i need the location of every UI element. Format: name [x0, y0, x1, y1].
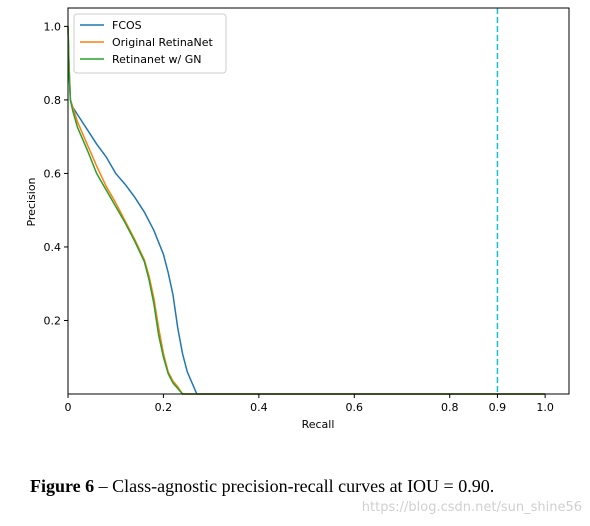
x-tick-label: 0.8	[441, 401, 459, 414]
figure-caption: Figure 6 – Class-agnostic precision-reca…	[30, 476, 564, 497]
watermark-url: https://blog.csdn.net/sun_shine56	[361, 500, 582, 515]
series-line-0	[67, 26, 546, 395]
y-tick-label: 1.0	[44, 20, 62, 33]
legend-label: Original RetinaNet	[112, 36, 214, 49]
plot-area	[67, 8, 546, 395]
x-tick-label: 0	[65, 401, 72, 414]
axes-frame	[67, 7, 570, 395]
figure-label: Figure 6	[30, 476, 95, 496]
x-axis-label: Recall	[302, 418, 335, 431]
precision-recall-chart: 0 0.2 0.4 0.6 0.8 0.9 1.0 0.2 0.4 0.6 0.8 1.0 Reca…	[25, 7, 570, 431]
x-tick-label: 1.0	[536, 401, 554, 414]
series-line-2	[67, 26, 546, 395]
y-tick-label: 0.2	[44, 314, 62, 327]
legend-box	[73, 13, 227, 74]
x-tick-label: 0.6	[346, 401, 364, 414]
series-line-1	[67, 26, 546, 395]
x-tick-label: 0.2	[155, 401, 173, 414]
caption-text: – Class-agnostic precision-recall curves…	[94, 476, 495, 496]
legend-label: FCOS	[112, 19, 142, 32]
y-tick-label: 0.6	[44, 167, 62, 180]
x-axis-ticks: 0 0.2 0.4 0.6 0.8 0.9 1.0	[65, 394, 554, 414]
legend-label: Retinanet w/ GN	[112, 53, 202, 66]
legend: FCOS Original RetinaNet Retinanet w/ GN	[73, 13, 227, 74]
y-axis-ticks: 0.2 0.4 0.6 0.8 1.0	[44, 20, 68, 327]
y-axis-label: Precision	[25, 177, 38, 226]
x-tick-label: 0.9	[489, 401, 507, 414]
x-tick-label: 0.4	[250, 401, 268, 414]
y-tick-label: 0.4	[44, 241, 62, 254]
y-tick-label: 0.8	[44, 94, 62, 107]
